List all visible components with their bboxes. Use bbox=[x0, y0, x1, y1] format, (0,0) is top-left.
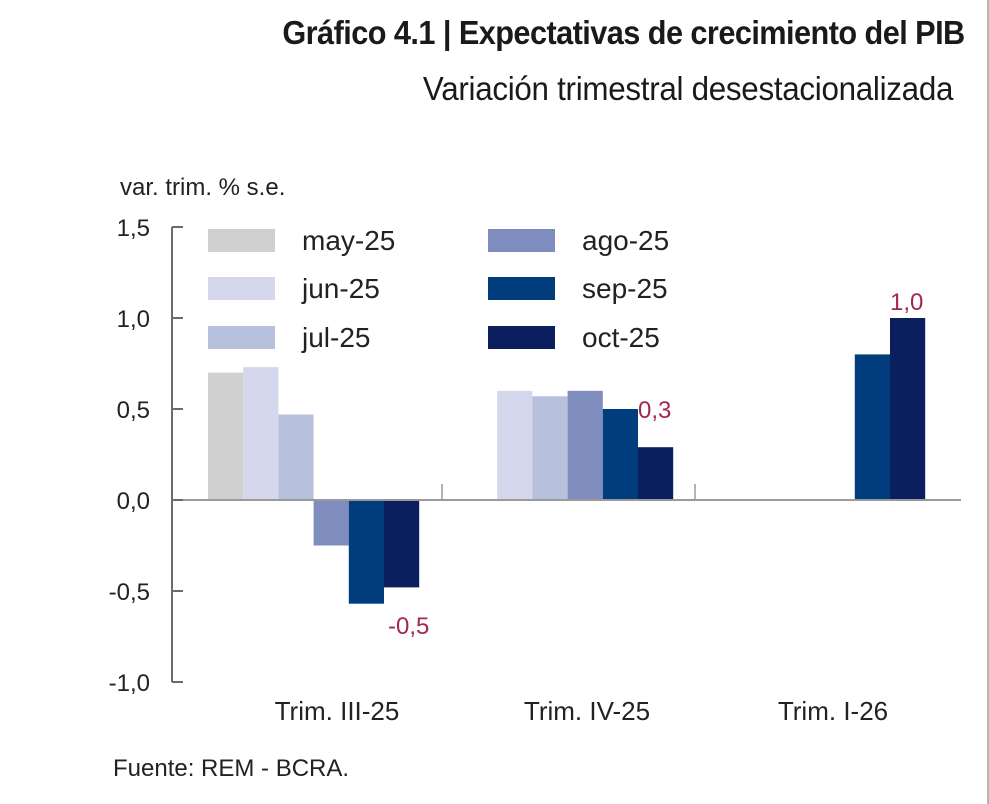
legend-item-jun-25: jun-25 bbox=[208, 273, 380, 304]
bar-ago-25-2 bbox=[567, 390, 603, 500]
y-tick-label: 0,0 bbox=[117, 488, 150, 515]
bar-ago-25-1 bbox=[313, 500, 349, 546]
right-border-line bbox=[987, 0, 989, 804]
bar-may-25-1 bbox=[208, 372, 244, 500]
bar-jun-25-2 bbox=[497, 390, 533, 500]
legend-item-sep-25: sep-25 bbox=[488, 273, 668, 304]
legend: may-25 jun-25 jul-25 ago-25 sep-25 oct-25 bbox=[208, 225, 669, 353]
x-category-label: Trim. IV-25 bbox=[524, 696, 650, 726]
legend-label: jul-25 bbox=[301, 322, 370, 353]
legend-item-ago-25: ago-25 bbox=[488, 225, 669, 256]
x-category-label: Trim. III-25 bbox=[275, 696, 400, 726]
legend-item-jul-25: jul-25 bbox=[208, 322, 370, 353]
bar-oct-25-3 bbox=[890, 318, 926, 500]
labels-layer: Trim. III-25 Trim. IV-25 Trim. I-26 -0,5 0,3… bbox=[275, 289, 924, 726]
bar-oct-25-1 bbox=[384, 500, 420, 588]
y-tick-label: -0,5 bbox=[109, 579, 150, 606]
legend-swatch bbox=[208, 326, 275, 349]
y-tick-label: 1,0 bbox=[117, 306, 150, 333]
axis-layer: 1,5 1,0 0,5 0,0 -0,5 -1,0 bbox=[109, 215, 961, 697]
legend-label: ago-25 bbox=[582, 225, 669, 256]
y-tick-label: -1,0 bbox=[109, 670, 150, 697]
legend-item-may-25: may-25 bbox=[208, 225, 395, 256]
y-tick-label: 0,5 bbox=[117, 397, 150, 424]
chart-title: Gráfico 4.1 | Expectativas de crecimient… bbox=[282, 14, 966, 51]
y-tick-label: 1,5 bbox=[117, 215, 150, 242]
data-label: 1,0 bbox=[890, 289, 923, 316]
bar-jul-25-1 bbox=[278, 414, 314, 500]
bar-sep-25-3 bbox=[854, 354, 890, 500]
legend-label: oct-25 bbox=[582, 322, 660, 353]
bars-layer bbox=[208, 318, 926, 604]
legend-swatch bbox=[488, 326, 555, 349]
legend-swatch bbox=[488, 277, 555, 300]
bar-jul-25-2 bbox=[532, 396, 568, 500]
chart-subtitle: Variación trimestral desestacionalizada bbox=[422, 70, 954, 107]
data-label: -0,5 bbox=[388, 613, 429, 640]
bar-sep-25-1 bbox=[348, 500, 384, 604]
bar-oct-25-2 bbox=[638, 447, 674, 500]
bar-sep-25-2 bbox=[602, 409, 638, 500]
legend-swatch bbox=[208, 229, 275, 252]
x-category-label: Trim. I-26 bbox=[778, 696, 888, 726]
legend-label: sep-25 bbox=[582, 273, 668, 304]
legend-swatch bbox=[488, 229, 555, 252]
y-axis-unit-label: var. trim. % s.e. bbox=[120, 174, 286, 201]
legend-swatch bbox=[208, 277, 275, 300]
data-label: 0,3 bbox=[638, 397, 671, 424]
legend-label: jun-25 bbox=[301, 273, 380, 304]
bar-jun-25-1 bbox=[243, 367, 279, 500]
source-note: Fuente: REM - BCRA. bbox=[113, 755, 350, 782]
legend-label: may-25 bbox=[302, 225, 395, 256]
legend-item-oct-25: oct-25 bbox=[488, 322, 660, 353]
